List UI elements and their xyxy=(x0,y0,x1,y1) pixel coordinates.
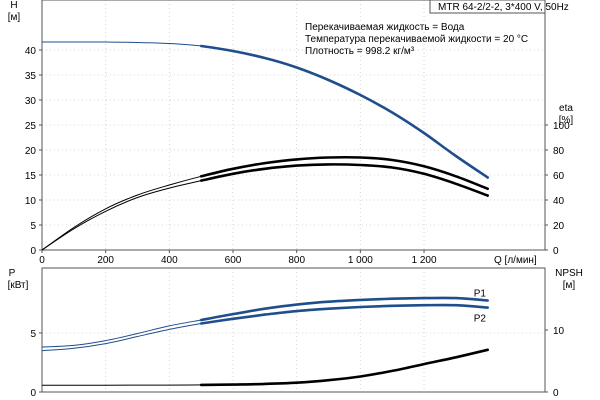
power-curve-p2-operating xyxy=(199,303,489,325)
top-x-tick-label: 400 xyxy=(161,255,178,266)
top-left-y-tick-label: 15 xyxy=(25,171,37,182)
top-left-y-tick-label: 5 xyxy=(30,221,36,232)
bottom-grid xyxy=(42,268,545,392)
top-right-axis-label-line2: [%] xyxy=(559,115,574,126)
top-right-y-ticks: 0 20 40 60 80 100 xyxy=(545,121,570,257)
head-curve xyxy=(42,41,489,179)
top-right-y-tick-label: 100 xyxy=(553,121,570,132)
bottom-right-axis-label-line2: [м] xyxy=(563,280,576,291)
top-left-y-tick-label: 40 xyxy=(25,46,37,57)
power-curve-p1 xyxy=(41,296,489,348)
top-right-y-tick-label: 0 xyxy=(553,246,559,257)
bottom-right-y-tick-label: 10 xyxy=(553,326,565,337)
bottom-right-axis-label-line1: NPSH xyxy=(555,268,583,279)
chart-title-box xyxy=(429,0,546,14)
top-left-y-tick-label: 30 xyxy=(25,96,37,107)
top-x-ticks: 0 200 400 600 800 1 000 1 200 xyxy=(39,250,437,266)
series-label-p2: P2 xyxy=(474,314,487,325)
bottom-right-y-ticks: 0 10 xyxy=(545,326,565,399)
top-right-axis-label-line1: eta xyxy=(559,103,573,114)
top-left-y-tick-label: 20 xyxy=(25,146,37,157)
top-right-y-tick-label: 40 xyxy=(553,196,565,207)
series-label-p1: P1 xyxy=(474,288,487,299)
chart-title: MTR 64-2/2-2, 3*400 V, 50Hz xyxy=(438,2,569,13)
top-panel: 0 200 400 600 800 1 000 1 200 0510152025303540… xyxy=(8,0,574,266)
annotation-fluid: Перекачиваемая жидкость = Вода xyxy=(305,22,465,33)
top-x-tick-label: 0 xyxy=(39,255,45,266)
bottom-series: P1 P2 xyxy=(41,288,489,387)
bottom-left-y-tick-label: 5 xyxy=(30,329,36,340)
efficiency-curve-2 xyxy=(41,163,489,251)
bottom-left-y-tick-label: 0 xyxy=(30,388,36,399)
top-x-tick-label: 200 xyxy=(97,255,114,266)
top-right-y-tick-label: 20 xyxy=(553,221,565,232)
top-left-y-ticks: 0 5 10 15 20 25 30 35 40 xyxy=(25,46,42,257)
top-x-tick-label: 1 200 xyxy=(412,255,437,266)
annotation-density: Плотность = 998.2 кг/м³ xyxy=(305,46,415,57)
npsh-curve xyxy=(42,348,489,387)
top-series xyxy=(41,41,489,251)
efficiency-curve-2-operating xyxy=(199,163,489,197)
head-curve-operating xyxy=(199,44,489,179)
top-left-y-tick-label: 10 xyxy=(25,196,37,207)
top-left-y-tick-label: 0 xyxy=(30,246,36,257)
bottom-right-y-tick-label: 0 xyxy=(553,388,559,399)
top-left-y-tick-label: 25 xyxy=(25,121,37,132)
efficiency-curve-1-operating xyxy=(199,155,489,191)
top-left-axis-label-line1: H xyxy=(10,0,17,11)
annotation-temperature: Температура перекачиваемой жидкости = 20… xyxy=(305,34,528,45)
efficiency-curve-1 xyxy=(41,155,489,251)
top-x-axis-label: Q [л/мин] xyxy=(494,255,537,266)
top-left-axis-label-line2: [м] xyxy=(8,12,21,23)
top-grid xyxy=(42,0,545,250)
top-left-y-tick-label: 35 xyxy=(25,71,37,82)
bottom-left-axis-label-line2: [кВт] xyxy=(8,280,29,291)
bottom-left-y-ticks: 05 xyxy=(30,329,42,399)
top-right-y-tick-label: 60 xyxy=(553,171,565,182)
power-curve-p1-operating xyxy=(199,296,489,322)
top-x-tick-label: 1 000 xyxy=(348,255,373,266)
top-x-tick-label: 800 xyxy=(288,255,305,266)
top-x-tick-label: 600 xyxy=(225,255,242,266)
power-curve-p2 xyxy=(41,303,489,352)
top-right-y-tick-label: 80 xyxy=(553,146,565,157)
bottom-left-axis-label-line1: P xyxy=(9,268,16,279)
npsh-curve-operating xyxy=(199,348,489,387)
